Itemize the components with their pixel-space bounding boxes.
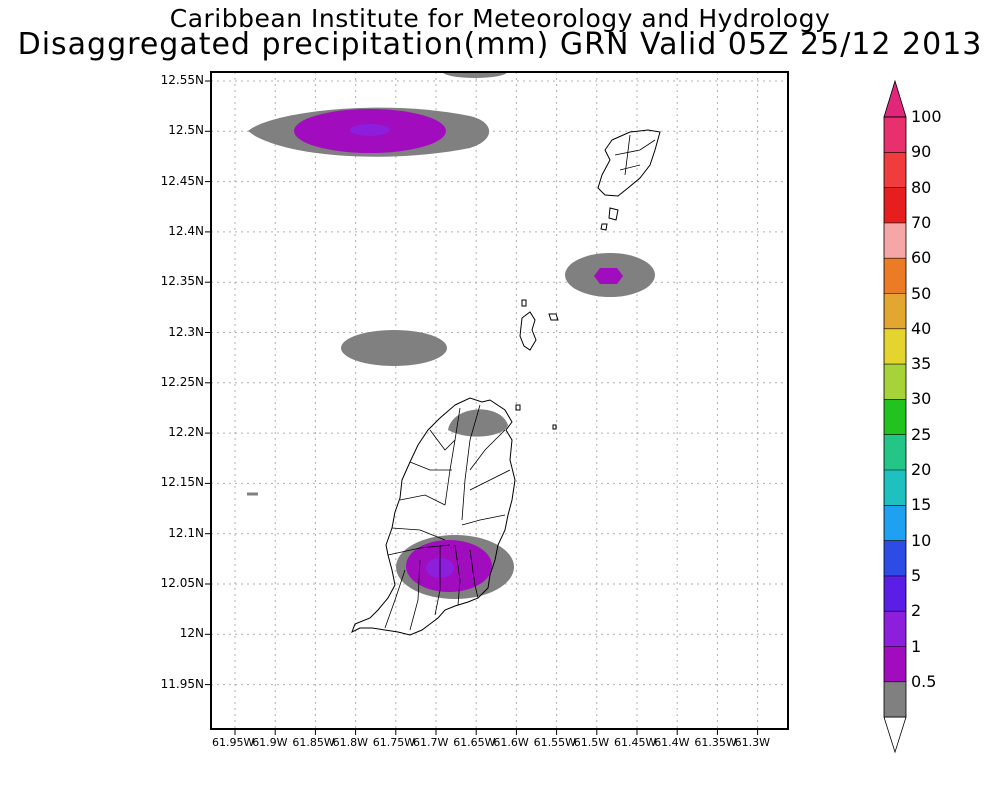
colorbar-top-arrow	[883, 79, 907, 118]
grid-lines	[211, 72, 788, 729]
carriacou-lines	[614, 134, 656, 176]
colorbar-segment	[884, 258, 906, 294]
colorbar-label: 80	[911, 177, 932, 197]
lat-tick-label: 12.2N	[168, 425, 204, 440]
lat-tick-label: 12.15N	[160, 475, 204, 490]
carriacou-coastline	[597, 129, 661, 197]
lon-tick-label: 61.5W	[573, 736, 610, 749]
islet-ronde	[519, 311, 537, 351]
colorbar-segment	[884, 646, 906, 682]
plot-frame	[210, 71, 789, 730]
grenada-coastline	[351, 397, 516, 636]
colorbar-segment	[884, 222, 906, 259]
precip-area-carriacou-purple	[594, 268, 623, 284]
lon-tick-label: 61.65W	[453, 736, 496, 749]
lat-tick-label: 12.1N	[168, 525, 204, 540]
lon-tick-label: 61.7W	[413, 736, 449, 749]
colorbar-label: 5	[911, 565, 922, 585]
colorbar-label: 50	[911, 283, 932, 303]
precip-area-top-edge-gray	[443, 72, 507, 78]
coastlines	[351, 129, 661, 636]
lon-tick-label: 61.45W	[614, 736, 657, 749]
colorbar-label: 100	[911, 107, 942, 126]
colorbar-label: 60	[911, 248, 932, 268]
islet-6	[521, 299, 527, 307]
colorbar-label: 40	[911, 318, 932, 338]
islet-4	[515, 404, 521, 411]
colorbar-label: 10	[911, 530, 932, 550]
lat-tick-label: 12N	[179, 626, 204, 641]
colorbar-segment	[884, 575, 906, 612]
lat-tick-label: 12.55N	[160, 73, 204, 87]
lat-tick-label: 11.95N	[160, 676, 204, 691]
lon-tick-label: 61.3W	[734, 736, 770, 749]
colorbar-label: 30	[911, 389, 932, 409]
colorbar-segment	[884, 470, 906, 506]
lat-tick-label: 12.3N	[168, 324, 204, 339]
lon-tick-label: 61.85W	[292, 736, 335, 749]
colorbar-label: 15	[911, 495, 932, 515]
colorbar	[883, 79, 907, 754]
colorbar-segment	[884, 399, 906, 435]
colorbar-segment	[884, 540, 906, 576]
islet-2	[600, 223, 608, 231]
lat-tick-label: 12.05N	[160, 576, 204, 590]
colorbar-segment	[884, 187, 906, 223]
title-product: Disaggregated precipitation(mm) GRN Vali…	[17, 27, 983, 62]
title-institute: Caribbean Institute for Meteorology and …	[169, 4, 831, 33]
colorbar-label: 35	[911, 354, 932, 374]
colorbar-label: 70	[911, 212, 932, 232]
lon-tick-label: 61.8W	[332, 736, 368, 749]
islet-1	[608, 207, 619, 221]
lon-tick-label: 61.6W	[493, 736, 529, 749]
colorbar-segment	[884, 434, 906, 470]
colorbar-frame	[883, 116, 907, 718]
grenada-parish-lines	[384, 404, 511, 631]
axis-ticks	[205, 80, 759, 735]
lat-tick-label: 12.5N	[168, 123, 204, 138]
islet-5	[552, 424, 557, 430]
colorbar-segment	[884, 117, 906, 153]
precipitation-shading	[248, 72, 655, 599]
colorbar-segment	[884, 364, 906, 400]
colorbar-segment	[884, 681, 906, 718]
colorbar-segment	[884, 611, 906, 647]
lon-tick-label: 61.9W	[252, 736, 288, 749]
colorbar-label: 0.5	[911, 671, 937, 691]
precip-area-grenada-north-gray	[448, 409, 508, 437]
colorbar-label: 25	[911, 424, 932, 444]
precip-area-north-core	[350, 124, 390, 136]
colorbar-segment	[884, 328, 906, 365]
lon-tick-label: 61.95W	[212, 736, 255, 749]
lat-tick-label: 12.25N	[160, 374, 204, 389]
colorbar-bottom-arrow	[883, 716, 907, 754]
lon-tick-label: 61.35W	[694, 736, 737, 749]
colorbar-segment	[884, 293, 906, 329]
islet-3	[548, 313, 559, 321]
lon-tick-label: 61.4W	[654, 736, 690, 749]
colorbar-segment	[884, 152, 906, 188]
precip-area-west-gray	[341, 330, 447, 366]
lat-tick-label: 12.35N	[160, 274, 204, 289]
colorbar-label: 90	[911, 142, 932, 162]
lon-tick-label: 61.75W	[372, 736, 416, 749]
lat-tick-label: 12.4N	[168, 223, 204, 238]
colorbar-label: 1	[911, 636, 922, 656]
colorbar-segment	[884, 505, 906, 541]
colorbar-label: 20	[911, 460, 932, 479]
lon-tick-label: 61.55W	[533, 736, 576, 749]
colorbar-label: 2	[911, 601, 922, 621]
lat-tick-label: 12.45N	[160, 173, 204, 188]
plot-area	[211, 72, 788, 729]
